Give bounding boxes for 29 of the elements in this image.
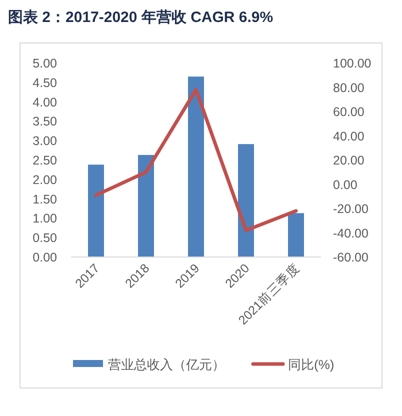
- y2-tick-label: 40.00: [333, 129, 364, 144]
- y-tick-label: 5.00: [32, 56, 58, 70]
- y2-tick-label: 20.00: [333, 154, 364, 168]
- y-tick-label: 1.50: [32, 192, 58, 206]
- y2-tick-label: 100.00: [333, 56, 372, 70]
- line-series: [94, 88, 298, 232]
- legend-label: 营业总收入（亿元）: [108, 357, 225, 372]
- y-tick-label: 4.50: [32, 76, 58, 90]
- y-tick-label: 1.00: [32, 212, 58, 226]
- y-tick-label: 4.00: [32, 95, 58, 110]
- bar: [138, 154, 154, 257]
- chart-title: 图表 2：2017-2020 年营收 CAGR 6.9%: [8, 9, 274, 26]
- legend-label: 同比(%): [288, 357, 334, 372]
- y2-tick-label: 60.00: [333, 105, 364, 119]
- y-tick-label: 0.00: [32, 250, 58, 264]
- y-tick-label: 3.50: [32, 114, 58, 129]
- y-tick-label: 0.50: [32, 231, 58, 246]
- bar: [288, 213, 304, 257]
- y-tick-label: 3.00: [32, 134, 58, 148]
- y2-tick-label: -20.00: [333, 202, 368, 216]
- y2-tick-label: 0.00: [333, 178, 358, 192]
- bar: [88, 164, 104, 257]
- y2-tick-label: -60.00: [333, 250, 368, 264]
- y-tick-label: 2.00: [32, 172, 58, 187]
- y2-tick-label: -40.00: [333, 226, 368, 240]
- bar: [188, 76, 204, 257]
- bar: [238, 144, 254, 257]
- y2-tick-label: 80.00: [333, 80, 364, 95]
- y-tick-label: 2.50: [32, 154, 58, 168]
